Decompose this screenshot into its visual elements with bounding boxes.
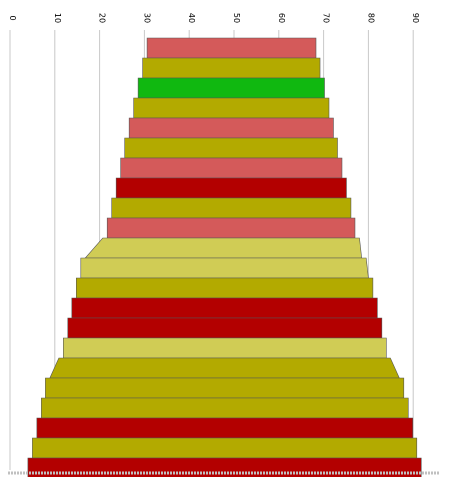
funnel-band-8	[115, 177, 347, 199]
funnel-band-19	[41, 397, 409, 419]
funnel-band-21	[32, 437, 418, 459]
funnel-band-2	[142, 57, 321, 79]
funnel-band-1	[146, 37, 317, 59]
funnel-band-4	[133, 97, 330, 119]
tick-label-40: 40	[187, 13, 196, 23]
funnel-bands	[27, 37, 422, 477]
funnel-band-11	[84, 237, 363, 259]
tick-label-10: 10	[53, 13, 62, 23]
funnel-band-12	[80, 257, 369, 279]
funnel-band-10	[106, 217, 356, 239]
funnel-band-5	[128, 117, 334, 139]
tick-label-0: 0	[8, 15, 17, 20]
funnel-band-13	[76, 277, 374, 299]
funnel-band-6	[124, 137, 338, 159]
funnel-band-9	[111, 197, 352, 219]
tick-label-70: 70	[322, 13, 331, 23]
funnel-band-7	[120, 157, 343, 179]
funnel-band-3	[137, 77, 325, 99]
funnel-band-16	[63, 337, 387, 359]
funnel-band-20	[36, 417, 414, 439]
tick-label-80: 80	[366, 13, 375, 23]
funnel-band-18	[45, 377, 405, 399]
tick-label-90: 90	[411, 13, 420, 23]
funnel-band-14	[71, 297, 378, 319]
funnel-band-17	[49, 357, 400, 379]
tick-label-30: 30	[142, 13, 151, 23]
tick-label-20: 20	[98, 13, 107, 23]
tick-labels: 0 10 20 30 40 50 60 70 80 90	[8, 13, 420, 23]
tick-label-50: 50	[232, 13, 241, 23]
funnel-band-15	[67, 317, 383, 339]
tick-label-60: 60	[277, 13, 286, 23]
